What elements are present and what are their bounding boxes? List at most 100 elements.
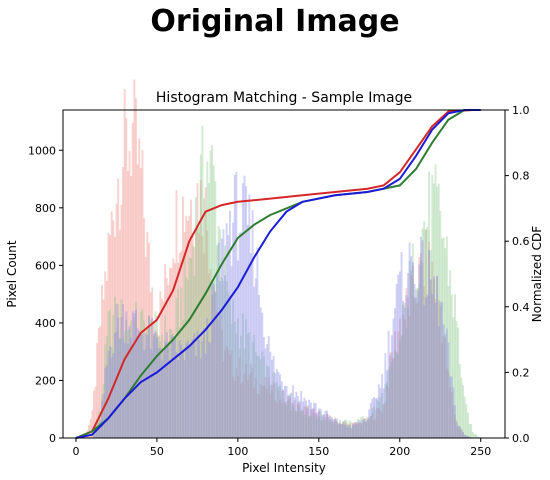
histogram-bar <box>424 297 427 438</box>
histogram-bar <box>159 347 162 438</box>
histogram-bar <box>309 402 312 438</box>
histogram-bar <box>212 283 215 438</box>
histogram-bar <box>245 363 248 438</box>
histogram-bar <box>368 409 371 438</box>
histogram-bar <box>382 404 385 438</box>
chart-title: Histogram Matching - Sample Image <box>156 90 412 106</box>
histogram-bar <box>413 296 416 438</box>
histogram-bar <box>141 333 144 438</box>
histogram-bar <box>402 314 405 438</box>
histogram-bar <box>185 215 188 438</box>
histogram-bar <box>136 337 139 438</box>
histogram-bar <box>277 386 280 438</box>
histogram-bar <box>386 385 388 438</box>
histogram-bar <box>201 125 204 439</box>
histogram-bar <box>264 377 267 438</box>
histogram-bar <box>214 292 217 438</box>
histogram-bar <box>107 232 110 438</box>
histogram-bar <box>441 238 443 438</box>
histogram-bar <box>376 399 379 438</box>
histogram-bar <box>387 369 390 438</box>
histogram-bar <box>442 237 445 438</box>
histogram-bar <box>170 268 173 438</box>
histogram-bar <box>198 339 201 438</box>
histogram-bar <box>429 279 432 438</box>
histogram-bar <box>455 419 458 438</box>
histogram-bar <box>318 416 320 438</box>
histogram-bar <box>426 294 429 438</box>
histogram-bar <box>284 403 286 438</box>
histogram-bar <box>102 393 105 438</box>
histogram-bar <box>254 377 257 438</box>
histogram-bar <box>301 409 304 438</box>
histogram-bar <box>441 342 443 438</box>
histogram-bar <box>204 211 207 438</box>
histogram-bar <box>402 300 405 438</box>
histogram-bar <box>366 419 369 438</box>
histogram-bar <box>201 340 204 438</box>
histogram-bar <box>114 236 116 438</box>
histogram-bar <box>376 407 379 438</box>
histogram-bar <box>408 242 411 438</box>
histogram-bar <box>211 294 214 438</box>
histogram-bar <box>251 210 254 438</box>
histogram-bar <box>348 420 351 438</box>
histogram-bar <box>407 297 409 438</box>
histogram-bar <box>420 260 422 438</box>
histogram-bar <box>386 370 388 438</box>
histogram-bar <box>175 352 178 438</box>
histogram-bar <box>125 319 128 438</box>
histogram-bar <box>209 150 212 438</box>
histogram-bar <box>371 413 374 438</box>
histogram-bar <box>374 418 377 438</box>
histogram-bar <box>175 297 178 438</box>
histogram-bar <box>196 224 199 438</box>
histogram-bar <box>345 425 348 438</box>
histogram-bar <box>410 270 413 438</box>
histogram-bar <box>122 338 125 438</box>
y-tick-label: 600 <box>35 259 56 272</box>
histogram-bar <box>279 374 282 438</box>
histogram-bar <box>363 418 366 438</box>
histogram-bar <box>418 257 421 438</box>
histogram-bar <box>188 215 191 438</box>
histogram-bar <box>321 416 324 438</box>
histogram-bar <box>262 337 265 438</box>
histogram-bar <box>110 357 113 438</box>
histogram-bar <box>157 335 160 438</box>
histogram-bar <box>222 229 225 438</box>
histogram-bar <box>314 415 317 438</box>
histogram-bar <box>439 210 442 438</box>
histogram-bar <box>285 401 288 438</box>
x-tick-label: 200 <box>389 445 410 458</box>
histogram-bar <box>444 334 447 438</box>
histogram-bar <box>445 236 448 438</box>
histogram-bar <box>280 381 283 438</box>
histogram-bar <box>115 331 118 438</box>
histogram-bar <box>327 416 330 438</box>
histogram-bar <box>381 374 384 438</box>
histogram-bar <box>248 375 251 438</box>
histogram-bar <box>211 282 214 438</box>
histogram-bar <box>222 281 225 438</box>
histogram-bar <box>102 299 105 438</box>
histogram-bar <box>185 343 188 438</box>
histogram-bar <box>415 303 418 438</box>
histogram-bar <box>246 224 249 438</box>
y2-tick-label: 0.4 <box>512 301 530 314</box>
histogram-bar <box>436 275 439 438</box>
histogram-bar <box>126 343 129 438</box>
histogram-bar <box>439 305 442 438</box>
histogram-bar <box>358 419 361 438</box>
y-tick-label: 800 <box>35 202 56 215</box>
histogram-bar <box>326 414 329 438</box>
histogram-bar <box>363 418 366 438</box>
histogram-bar <box>428 250 431 438</box>
histogram-bar <box>450 392 453 438</box>
histogram-bar <box>436 186 439 438</box>
histogram-bar <box>437 183 440 438</box>
histogram-bar <box>165 343 168 438</box>
histogram-bar <box>449 387 452 438</box>
histogram-bar <box>390 335 393 438</box>
histogram-bar <box>250 363 252 438</box>
